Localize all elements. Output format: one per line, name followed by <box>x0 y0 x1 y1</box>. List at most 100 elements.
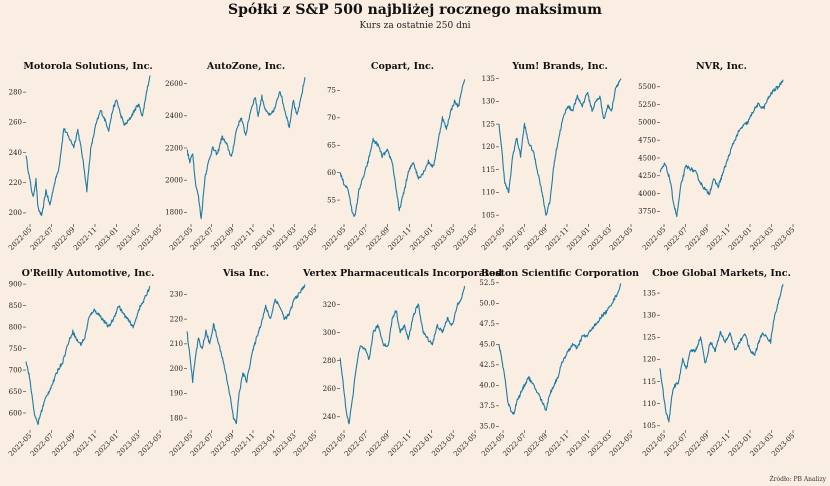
x-tick-label: 2023-05 <box>608 226 634 252</box>
y-tick-label: 200 <box>170 365 183 373</box>
panel-o-reilly-automotive-inc: O'Reilly Automotive, Inc. 600 650 700 750 800… <box>7 268 163 458</box>
y-tick-label: 125 <box>643 334 656 342</box>
y-tick-label: 700 <box>9 366 22 374</box>
price-line-boston-scientific-corporation <box>498 283 622 415</box>
y-tick-label: 110 <box>482 189 495 197</box>
panel-boston-scientific-corporation: Boston Scientific Corporation 35.0 37.5 40.… <box>479 268 639 458</box>
x-tick-label: 2023-05 <box>137 432 163 458</box>
y-tick-label: 52.5 <box>479 279 495 287</box>
panel-title: Motorola Solutions, Inc. <box>23 61 152 72</box>
x-tick-label: 2023-05 <box>452 432 478 458</box>
y-tick-label: 60 <box>327 169 336 177</box>
y-tick-label: 105 <box>643 422 656 430</box>
y-tick-label: 800 <box>9 323 22 331</box>
y-tick-label: 70 <box>327 114 336 122</box>
page-subtitle: Kurs za ostatnie 250 dni <box>359 21 471 31</box>
y-tick-label: 260 <box>323 385 336 393</box>
page-title: Spółki z S&P 500 najbliżej rocznego maks… <box>228 2 602 18</box>
y-tick-label: 260 <box>9 119 22 127</box>
x-tick-label: 2023-05 <box>770 432 796 458</box>
x-tick-label: 2023-05 <box>608 432 634 458</box>
price-line-vertex-pharmaceuticals-incorporated <box>339 285 466 425</box>
x-tick-label: 2023-05 <box>137 226 163 252</box>
panel-cboe-global-markets-inc: Cboe Global Markets, Inc. 105 110 115 120 125… <box>641 268 796 458</box>
panel-autozone-inc: AutoZone, Inc.180020002200240026002022-0… <box>165 61 318 252</box>
y-tick-label: 110 <box>643 400 656 408</box>
y-tick-label: 2200 <box>165 144 183 152</box>
y-tick-label: 5000 <box>638 119 656 127</box>
y-tick-label: 135 <box>643 289 656 297</box>
y-tick-label: 115 <box>482 166 495 174</box>
y-tick-label: 180 <box>170 414 183 422</box>
panel-title: Copart, Inc. <box>371 61 434 72</box>
y-tick-label: 220 <box>9 179 22 187</box>
y-tick-label: 4000 <box>638 190 656 198</box>
price-line-yum-brands-inc <box>498 78 622 216</box>
x-tick-label: 2023-05 <box>292 432 318 458</box>
panel-title: O'Reilly Automotive, Inc. <box>22 268 155 279</box>
price-line-copart-inc <box>339 79 466 218</box>
y-tick-label: 75 <box>327 87 336 95</box>
y-tick-label: 4750 <box>638 136 656 144</box>
y-tick-label: 200 <box>9 209 22 217</box>
y-tick-label: 2000 <box>165 176 183 184</box>
y-tick-label: 42.5 <box>479 361 495 369</box>
panel-title: Visa Inc. <box>222 268 269 279</box>
y-tick-label: 65 <box>327 142 336 150</box>
y-tick-label: 125 <box>482 120 495 128</box>
y-tick-label: 240 <box>9 149 22 157</box>
y-tick-label: 4250 <box>638 172 656 180</box>
price-line-nvr-inc <box>659 79 784 218</box>
y-tick-label: 135 <box>482 75 495 83</box>
y-tick-label: 300 <box>323 329 336 337</box>
panel-title: Yum! Brands, Inc. <box>511 61 608 72</box>
panel-nvr-inc: NVR, Inc. 3750 4000 4250 4500 4750 5000 5250 550… <box>638 61 796 252</box>
y-tick-label: 3750 <box>638 208 656 216</box>
panel-visa-inc: Visa Inc.1801902002102202302022-052022-0… <box>168 268 318 458</box>
y-tick-label: 35.0 <box>479 423 495 431</box>
y-tick-label: 105 <box>482 211 495 219</box>
y-tick-label: 130 <box>482 98 495 106</box>
y-tick-label: 50.0 <box>479 300 495 308</box>
y-tick-label: 40.0 <box>479 382 495 390</box>
panel-title: Vertex Pharmaceuticals Incorporated <box>302 268 502 279</box>
panel-copart-inc: Copart, Inc.55606570752022-052022-072022… <box>321 61 478 252</box>
source-note: Źródło: PB Analizy <box>769 476 827 483</box>
y-tick-label: 2400 <box>165 112 183 120</box>
y-tick-label: 320 <box>323 301 336 309</box>
price-line-o-reilly-automotive-inc <box>25 285 151 426</box>
y-tick-label: 120 <box>643 356 656 364</box>
panel-title: Boston Scientific Corporation <box>481 268 639 279</box>
price-line-cboe-global-markets-inc <box>659 284 784 423</box>
y-tick-label: 5500 <box>638 83 656 91</box>
y-tick-label: 850 <box>9 302 22 310</box>
y-tick-label: 230 <box>170 291 183 299</box>
price-line-visa-inc <box>186 284 306 425</box>
y-tick-label: 280 <box>9 88 22 96</box>
y-tick-label: 600 <box>9 409 22 417</box>
panel-yum-brands-inc: Yum! Brands, Inc. 105 110 115 120 125 130 135 20… <box>480 61 634 252</box>
x-tick-label: 2023-05 <box>292 226 318 252</box>
price-line-motorola-solutions-inc <box>25 75 151 217</box>
y-tick-label: 115 <box>643 378 656 386</box>
y-tick-label: 240 <box>323 413 336 421</box>
y-tick-label: 900 <box>9 280 22 288</box>
y-tick-label: 4500 <box>638 154 656 162</box>
panel-vertex-pharmaceuticals-incorporated: Vertex Pharmaceuticals Incorporated 240 26… <box>302 268 502 458</box>
y-tick-label: 190 <box>170 390 183 398</box>
y-tick-label: 5250 <box>638 101 656 109</box>
y-tick-label: 2600 <box>165 80 183 88</box>
y-tick-label: 210 <box>170 340 183 348</box>
panel-motorola-solutions-inc: Motorola Solutions, Inc. 200 220 240 260 280 2… <box>7 61 163 252</box>
panel-title: NVR, Inc. <box>696 61 747 72</box>
y-tick-label: 47.5 <box>479 320 495 328</box>
y-tick-label: 220 <box>170 315 183 323</box>
y-tick-label: 1800 <box>165 209 183 217</box>
y-tick-label: 750 <box>9 345 22 353</box>
x-tick-label: 2023-05 <box>452 226 478 252</box>
y-tick-label: 280 <box>323 357 336 365</box>
y-tick-label: 55 <box>327 196 336 204</box>
panel-title: AutoZone, Inc. <box>206 61 285 72</box>
panel-title: Cboe Global Markets, Inc. <box>652 268 791 279</box>
y-tick-label: 130 <box>643 311 656 319</box>
